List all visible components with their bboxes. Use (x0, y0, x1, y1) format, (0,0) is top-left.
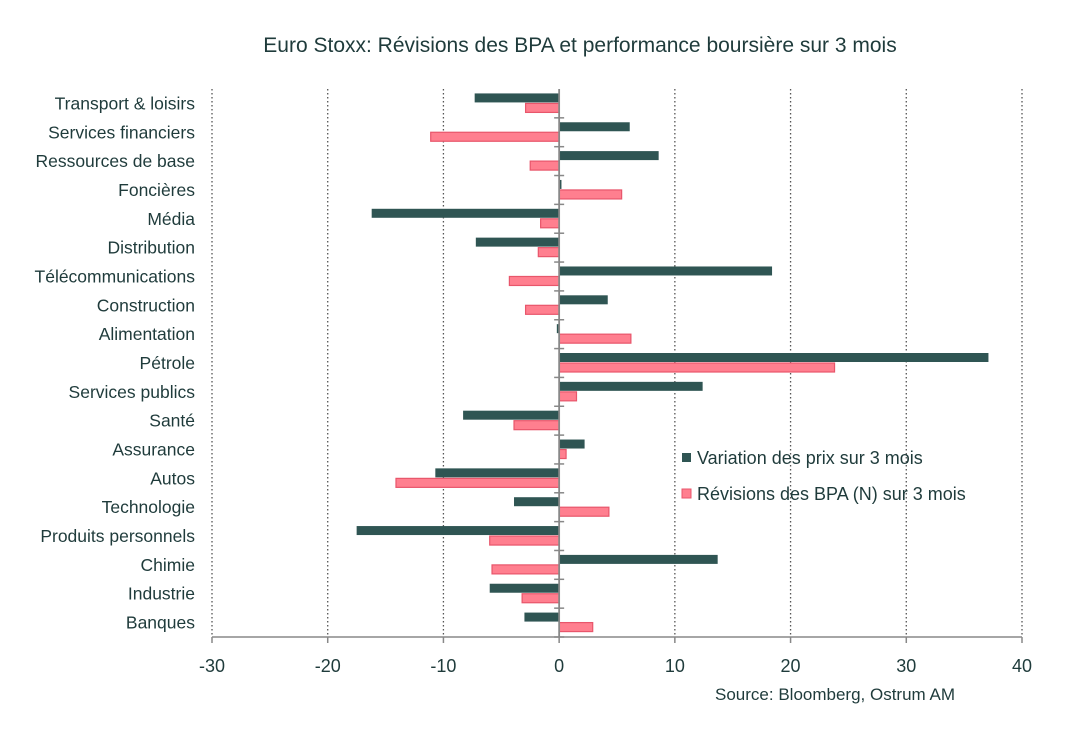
bar-eps (558, 448, 567, 460)
x-tick-label: -30 (199, 656, 225, 676)
category-label: Services financiers (48, 122, 195, 142)
bar-eps (537, 247, 560, 258)
source-note: Source: Bloomberg, Ostrum AM (715, 685, 955, 704)
bar-price (559, 179, 562, 189)
category-label: Autos (150, 468, 195, 488)
x-tick-label: 30 (896, 656, 916, 676)
bar-price (514, 497, 560, 507)
bar-eps (430, 131, 560, 142)
x-tick-label: -10 (430, 656, 456, 676)
category-label: Santé (149, 411, 195, 431)
x-tick-label: 10 (665, 656, 685, 676)
x-tick-label: -20 (315, 656, 341, 676)
category-label: Distribution (107, 238, 195, 258)
category-label: Banques (126, 613, 195, 633)
legend-label: Révisions des BPA (N) sur 3 mois (697, 484, 966, 504)
bar-eps (558, 189, 623, 200)
bar-eps (489, 535, 560, 546)
bar-price (559, 122, 630, 132)
bar-price (559, 554, 718, 564)
category-label: Services publics (69, 382, 196, 402)
category-label: Média (147, 209, 195, 229)
x-tick-label: 40 (1012, 656, 1032, 676)
chart-title: Euro Stoxx: Révisions des BPA et perform… (263, 34, 896, 57)
bar-eps (558, 362, 836, 373)
bar-eps (529, 160, 560, 171)
bar-price (559, 353, 989, 362)
category-label: Chimie (141, 555, 195, 575)
bar-eps (558, 506, 610, 517)
bar-eps (395, 477, 560, 488)
bar-price (559, 151, 659, 161)
bar-price (474, 93, 560, 103)
bar-eps (558, 333, 632, 344)
bar-price (559, 439, 585, 449)
bar-eps (558, 391, 578, 402)
category-label: Produits personnels (40, 526, 195, 546)
bar-eps (524, 102, 560, 114)
bar-eps (524, 304, 560, 315)
legend-swatch (682, 453, 691, 462)
bar-price (489, 583, 560, 593)
category-label: Télécommunications (35, 266, 196, 286)
bar-eps (558, 621, 594, 633)
category-label: Construction (97, 295, 195, 315)
bar-eps (491, 564, 560, 575)
bar-price (556, 324, 560, 334)
bar-price (435, 468, 560, 478)
category-label: Industrie (128, 584, 195, 604)
bar-eps (521, 593, 560, 604)
category-label: Pétrole (140, 353, 195, 373)
bar-price (356, 526, 560, 536)
bar-price (524, 612, 560, 622)
x-tick-label: 0 (554, 656, 564, 676)
bar-eps (513, 420, 560, 431)
bar-price (475, 237, 560, 247)
legend-swatch (681, 488, 692, 499)
bar-price (559, 266, 773, 276)
bar-price (559, 381, 703, 391)
bar-price (463, 410, 560, 420)
category-label: Alimentation (99, 324, 195, 344)
legend-label: Variation des prix sur 3 mois (697, 448, 923, 468)
bar-eps (540, 218, 560, 229)
x-tick-label: 20 (781, 656, 801, 676)
category-label: Ressources de base (35, 151, 195, 171)
category-label: Foncières (118, 180, 195, 200)
category-label: Assurance (112, 440, 195, 460)
category-label: Transport & loisirs (55, 93, 196, 113)
bar-price (559, 295, 608, 305)
bar-eps (508, 275, 560, 287)
category-label: Technologie (102, 497, 195, 517)
bar-price (371, 208, 560, 218)
